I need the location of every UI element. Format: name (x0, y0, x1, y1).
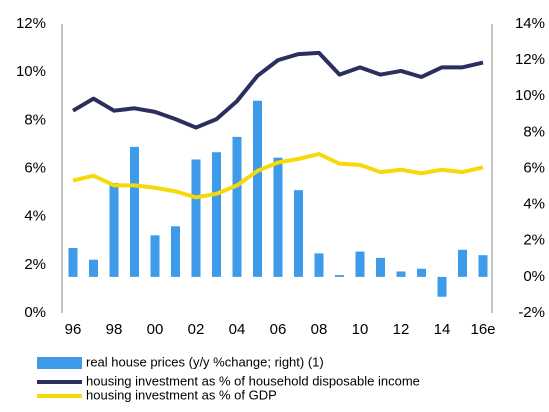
line (71, 50, 484, 130)
x-tick-label: 10 (352, 321, 369, 338)
x-tick-label: 02 (188, 321, 205, 338)
bar (376, 257, 385, 277)
line (72, 152, 484, 200)
x-tick-label: 12 (393, 321, 410, 338)
bar (150, 235, 160, 277)
y2-tick-label: 8% (523, 123, 545, 140)
bar (417, 268, 426, 277)
bar (478, 255, 488, 277)
bar (335, 275, 344, 277)
bar (109, 182, 119, 277)
y2-tick-label: 14% (515, 15, 545, 32)
legend-label: real house prices (y/y %change; right) (… (86, 354, 324, 369)
y-tick-label: 2% (24, 256, 46, 273)
bar (355, 251, 365, 277)
y2-tick-label: 4% (523, 196, 545, 213)
legend-label: housing investment as % of household dis… (86, 373, 420, 388)
y-tick-label: 6% (24, 159, 46, 176)
y-tick-label: 10% (16, 63, 46, 80)
bar (89, 259, 98, 277)
y2-tick-label: 12% (515, 51, 545, 68)
bar (458, 249, 467, 277)
x-tick-label: 00 (147, 321, 164, 338)
bar (294, 190, 303, 277)
y-tick-label: 0% (24, 304, 46, 321)
x-tick-label: 96 (65, 321, 82, 338)
bar (191, 159, 201, 277)
bar (130, 146, 139, 277)
x-tick-label: 14 (434, 321, 451, 338)
bar (437, 276, 447, 297)
y-tick-label: 12% (16, 15, 46, 32)
y2-tick-label: 10% (515, 87, 545, 104)
bar (273, 157, 283, 277)
legend-swatch (37, 357, 82, 369)
y-tick-label: 4% (24, 208, 46, 225)
x-tick-label: 16e (470, 321, 495, 338)
bar (253, 100, 262, 277)
x-tick-label: 06 (270, 321, 287, 338)
bar (171, 226, 180, 277)
x-tick-label: 08 (311, 321, 328, 338)
y2-tick-label: 0% (523, 268, 545, 285)
y2-tick-label: 6% (523, 159, 545, 176)
x-tick-label: 04 (229, 321, 246, 338)
x-tick-label: 98 (106, 321, 123, 338)
bar (212, 152, 221, 277)
legend-label: housing investment as % of GDP (86, 387, 277, 402)
bar (314, 253, 324, 277)
y2-tick-label: 2% (523, 232, 545, 249)
bar (68, 247, 78, 277)
bar (396, 271, 406, 277)
bar (232, 136, 242, 277)
y-tick-label: 8% (24, 111, 46, 128)
y2-tick-label: -2% (518, 304, 545, 321)
